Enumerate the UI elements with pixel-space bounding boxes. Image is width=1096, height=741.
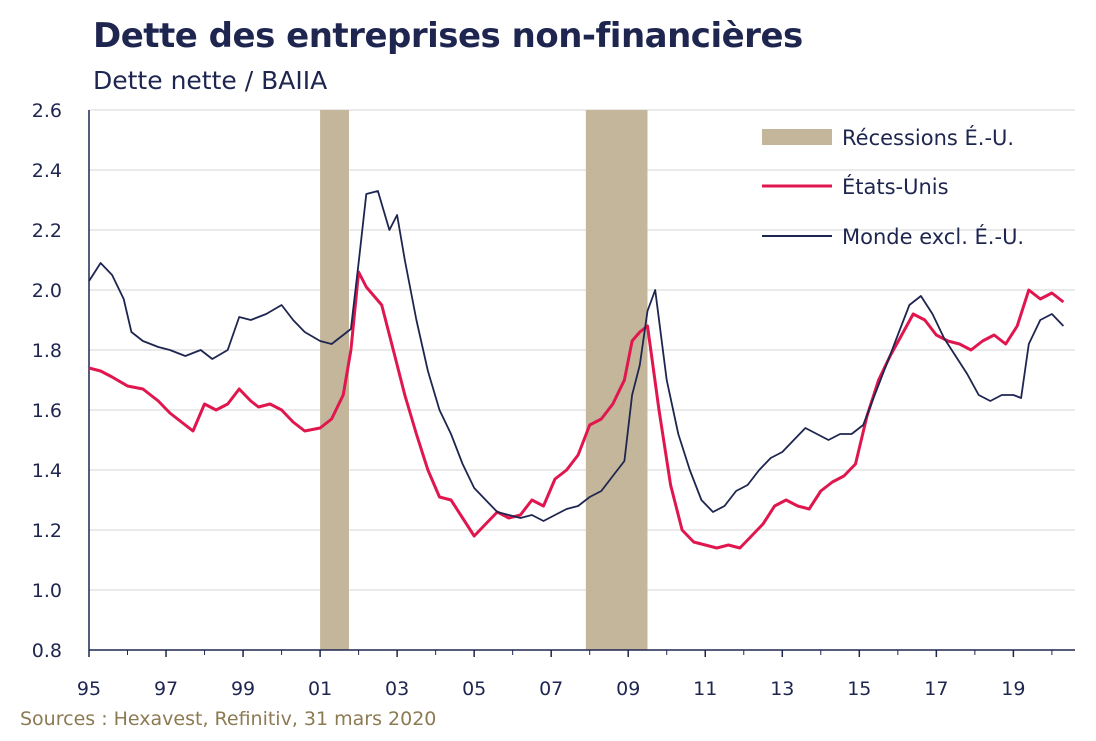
x-tick-label: 07 xyxy=(539,678,563,700)
x-tick-label: 17 xyxy=(924,678,948,700)
legend: Récessions É.-U. États-Unis Monde excl. É.… xyxy=(762,125,1024,249)
x-tick-label: 01 xyxy=(308,678,332,700)
x-tick-label: 13 xyxy=(770,678,794,700)
x-tick-label: 95 xyxy=(77,678,101,700)
x-tick-label: 09 xyxy=(616,678,640,700)
x-tick-label: 15 xyxy=(847,678,871,700)
y-tick-label: 1.0 xyxy=(32,580,62,602)
axes: 0.8 1.0 1.2 1.4 1.6 1.8 2.0 2.2 2.4 2.6 95 97 99 01 03… xyxy=(32,100,1075,700)
gridlines xyxy=(89,109,1075,651)
y-tick-label: 0.8 xyxy=(32,640,62,662)
y-tick-label: 2.6 xyxy=(32,100,62,122)
x-tick-label: 11 xyxy=(693,678,717,700)
chart-subtitle: Dette nette / BAIIA xyxy=(93,66,328,95)
series-line-us xyxy=(88,270,1065,550)
x-tick-label: 19 xyxy=(1001,678,1025,700)
y-tick-label: 2.2 xyxy=(32,220,62,242)
legend-us-label: États-Unis xyxy=(842,174,949,199)
recession-band xyxy=(585,110,648,650)
x-tick-label: 99 xyxy=(231,678,255,700)
recession-band xyxy=(320,110,349,650)
source-note: Sources : Hexavest, Refinitiv, 31 mars 2… xyxy=(20,708,437,730)
y-tick-label: 1.2 xyxy=(32,520,62,542)
x-tick-label: 97 xyxy=(154,678,178,700)
legend-recession-swatch xyxy=(762,129,832,145)
x-tick-label: 05 xyxy=(462,678,486,700)
series-lines xyxy=(88,190,1065,550)
chart-title: Dette des entreprises non-financières xyxy=(93,16,803,56)
legend-world-label: Monde excl. É.-U. xyxy=(842,224,1024,249)
legend-recession-label: Récessions É.-U. xyxy=(842,125,1014,150)
y-tick-label: 2.0 xyxy=(32,280,62,302)
series-line-world xyxy=(88,190,1065,522)
recession-bands xyxy=(320,110,648,650)
y-tick-label: 2.4 xyxy=(32,160,62,182)
y-tick-label: 1.4 xyxy=(32,460,62,482)
y-tick-label: 1.8 xyxy=(32,340,62,362)
x-tick-label: 03 xyxy=(385,678,409,700)
y-tick-label: 1.6 xyxy=(32,400,62,422)
